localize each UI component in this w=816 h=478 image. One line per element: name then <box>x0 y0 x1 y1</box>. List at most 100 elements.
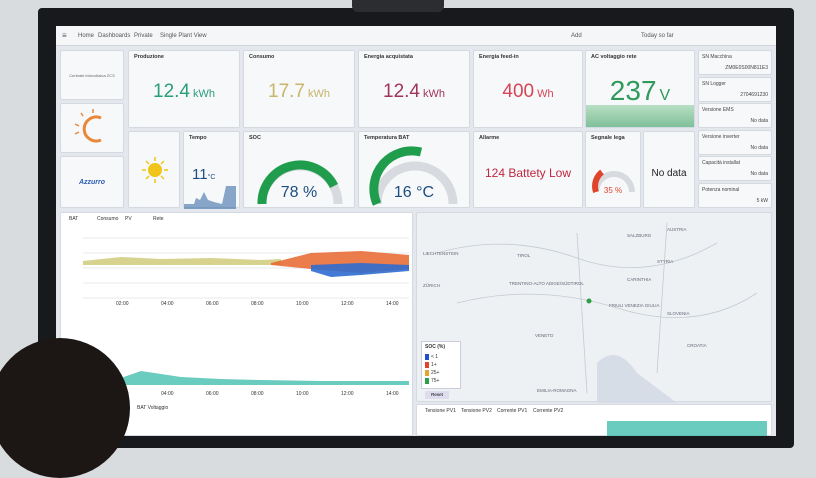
info-panel: Capacità installat No data <box>698 156 772 181</box>
info-value: ZM0E0S00N811E3 <box>725 65 768 71</box>
legend-item: 75+ <box>425 378 439 384</box>
gauge-value: 78 % <box>280 184 318 201</box>
alarm-panel: Allarme 124 Battety Low <box>473 131 583 208</box>
person-head <box>0 338 130 478</box>
info-value: 2704691230 <box>740 91 768 98</box>
reset-button[interactable]: Reset <box>425 391 449 399</box>
unit: V <box>659 87 671 104</box>
crumb[interactable]: Home <box>78 33 95 39</box>
crumb[interactable]: Single Plant View <box>160 33 207 39</box>
map-label: FRIULI VENEZIA GIULIA <box>609 303 660 308</box>
x-tick-label: 06:00 <box>206 301 219 307</box>
info-title: Potenza nominal <box>702 186 740 193</box>
soc-panel: SOC 78 % <box>243 131 355 208</box>
info-panel: SN Logger 2704691230 <box>698 76 772 102</box>
legend-item: < 1 <box>425 354 438 360</box>
nodata: No data <box>651 168 687 179</box>
signal-panel: Segnale lega 35 % <box>585 131 641 208</box>
map-label: LIECHTENSTEIN <box>423 251 459 256</box>
stat-value: 17.7 kWh <box>244 81 354 103</box>
stat-value: 400 Wh <box>474 81 582 103</box>
crumb[interactable]: Private <box>134 33 153 39</box>
x-tick-label: 10:00 <box>296 391 309 397</box>
legend-item: Corrente PV1 <box>497 408 528 414</box>
legend-item: 25+ <box>425 370 439 376</box>
x-tick-label: 14:00 <box>386 391 399 397</box>
stat-panel: Energia feed-in 400 Wh <box>473 50 583 128</box>
stat-value: 237 V <box>586 75 694 107</box>
info-panel: SN Macchina ZM0E0S00N811E3 <box>698 50 772 75</box>
panel-title: Temperatura BAT <box>364 135 410 141</box>
menu-icon: ≡ <box>62 31 67 40</box>
x-tick-label: 12:00 <box>341 391 354 397</box>
value: 11 <box>192 166 208 183</box>
x-tick-label: 06:00 <box>206 391 219 397</box>
value: 17.7 <box>268 81 305 102</box>
legend-item: Corrente PV2 <box>533 408 564 414</box>
map-label: CROATIA <box>687 343 707 348</box>
sun-icon <box>142 157 168 183</box>
legend-item: Consumo <box>97 216 119 222</box>
photo: {"header":{"breadcrumb":["Home","Dashboa… <box>0 0 794 478</box>
map-label: SALZBURG <box>627 233 652 238</box>
value: 400 <box>502 81 535 102</box>
legend-item: Tensione PV1 <box>425 408 456 414</box>
logo-panel <box>60 103 124 153</box>
map-label: ZÜRICH <box>423 283 440 288</box>
sun-logo <box>74 109 102 143</box>
alarm-value: 124 Battety Low <box>484 166 572 180</box>
gauge-value: 16 °C <box>393 184 435 201</box>
x-tick-label: 12:00 <box>341 301 354 307</box>
x-tick-label: 02:00 <box>116 301 129 307</box>
panel-title: Energia feed-in <box>479 54 519 60</box>
x-tick-label: 10:00 <box>296 301 309 307</box>
info-value: No data <box>750 144 768 151</box>
unit: kWh <box>307 88 330 100</box>
unit: °C <box>207 174 216 181</box>
info-value: No data <box>750 171 768 177</box>
map-label: VENETO <box>535 333 554 338</box>
stat-value: 12.4 kWh <box>129 81 239 103</box>
logo-panel: Centrale fotovoltaica ZCS <box>60 50 124 100</box>
gauge-value: 35 % <box>603 186 623 195</box>
unit: Wh <box>537 88 554 100</box>
gauge <box>257 160 343 205</box>
map-art <box>436 222 758 403</box>
unit: kWh <box>192 88 215 100</box>
info-panel: Potenza nominal 5 kW <box>698 182 772 208</box>
pv-panel: Tensione PV1 Tensione PV2 Corrente PV1 Corr… <box>416 404 772 436</box>
map-legend: SOC (%) < 1 1+ 25+ 75+ <box>421 341 461 389</box>
add-button[interactable]: Add <box>571 33 582 39</box>
stat-value: 12.4 kWh <box>359 81 469 103</box>
temp-value: 11°C <box>192 166 215 183</box>
x-tick-label: 08:00 <box>251 391 264 397</box>
panel-title: Allarme <box>479 135 500 141</box>
info-title: SN Logger <box>702 80 726 87</box>
info-title: Versione inverter <box>702 133 740 140</box>
panel-title: Segnale lega <box>591 135 625 141</box>
temp-bat-panel: Temperatura BAT 16 °C <box>358 131 470 208</box>
tempo-panel: Tempo 11°C <box>183 131 240 209</box>
panel-title: AC voltaggio rete <box>591 54 637 60</box>
value: 12.4 <box>383 81 420 102</box>
legend-item: 1+ <box>425 362 437 368</box>
brand: Azzurro <box>78 179 106 186</box>
legend-item: Tensione PV2 <box>461 408 492 414</box>
time-picker[interactable]: Today so far <box>641 33 674 39</box>
crumb[interactable]: Dashboards <box>98 33 131 39</box>
map-label: CARINTHIA <box>627 277 652 282</box>
panel-title: Produzione <box>134 54 164 60</box>
logo-panel: Azzurro <box>60 156 124 208</box>
map-panel: SALZBURG AUSTRIA LIECHTENSTEIN TIROL STYRIA C… <box>416 212 772 403</box>
sparkline <box>586 105 694 127</box>
legend-title: SOC (%) <box>425 344 445 350</box>
x-tick-label: 14:00 <box>386 301 399 307</box>
sparkline <box>184 186 236 209</box>
map-label: EMILIA-ROMAGNA <box>537 388 577 393</box>
value: 12.4 <box>153 81 190 102</box>
info-value: 5 kW <box>756 197 768 204</box>
pv-area <box>607 421 767 436</box>
legend-item: BAT <box>69 216 79 222</box>
stat-panel: AC voltaggio rete 237 V <box>585 50 695 128</box>
stat-panel: Produzione 12.4 kWh <box>128 50 240 128</box>
